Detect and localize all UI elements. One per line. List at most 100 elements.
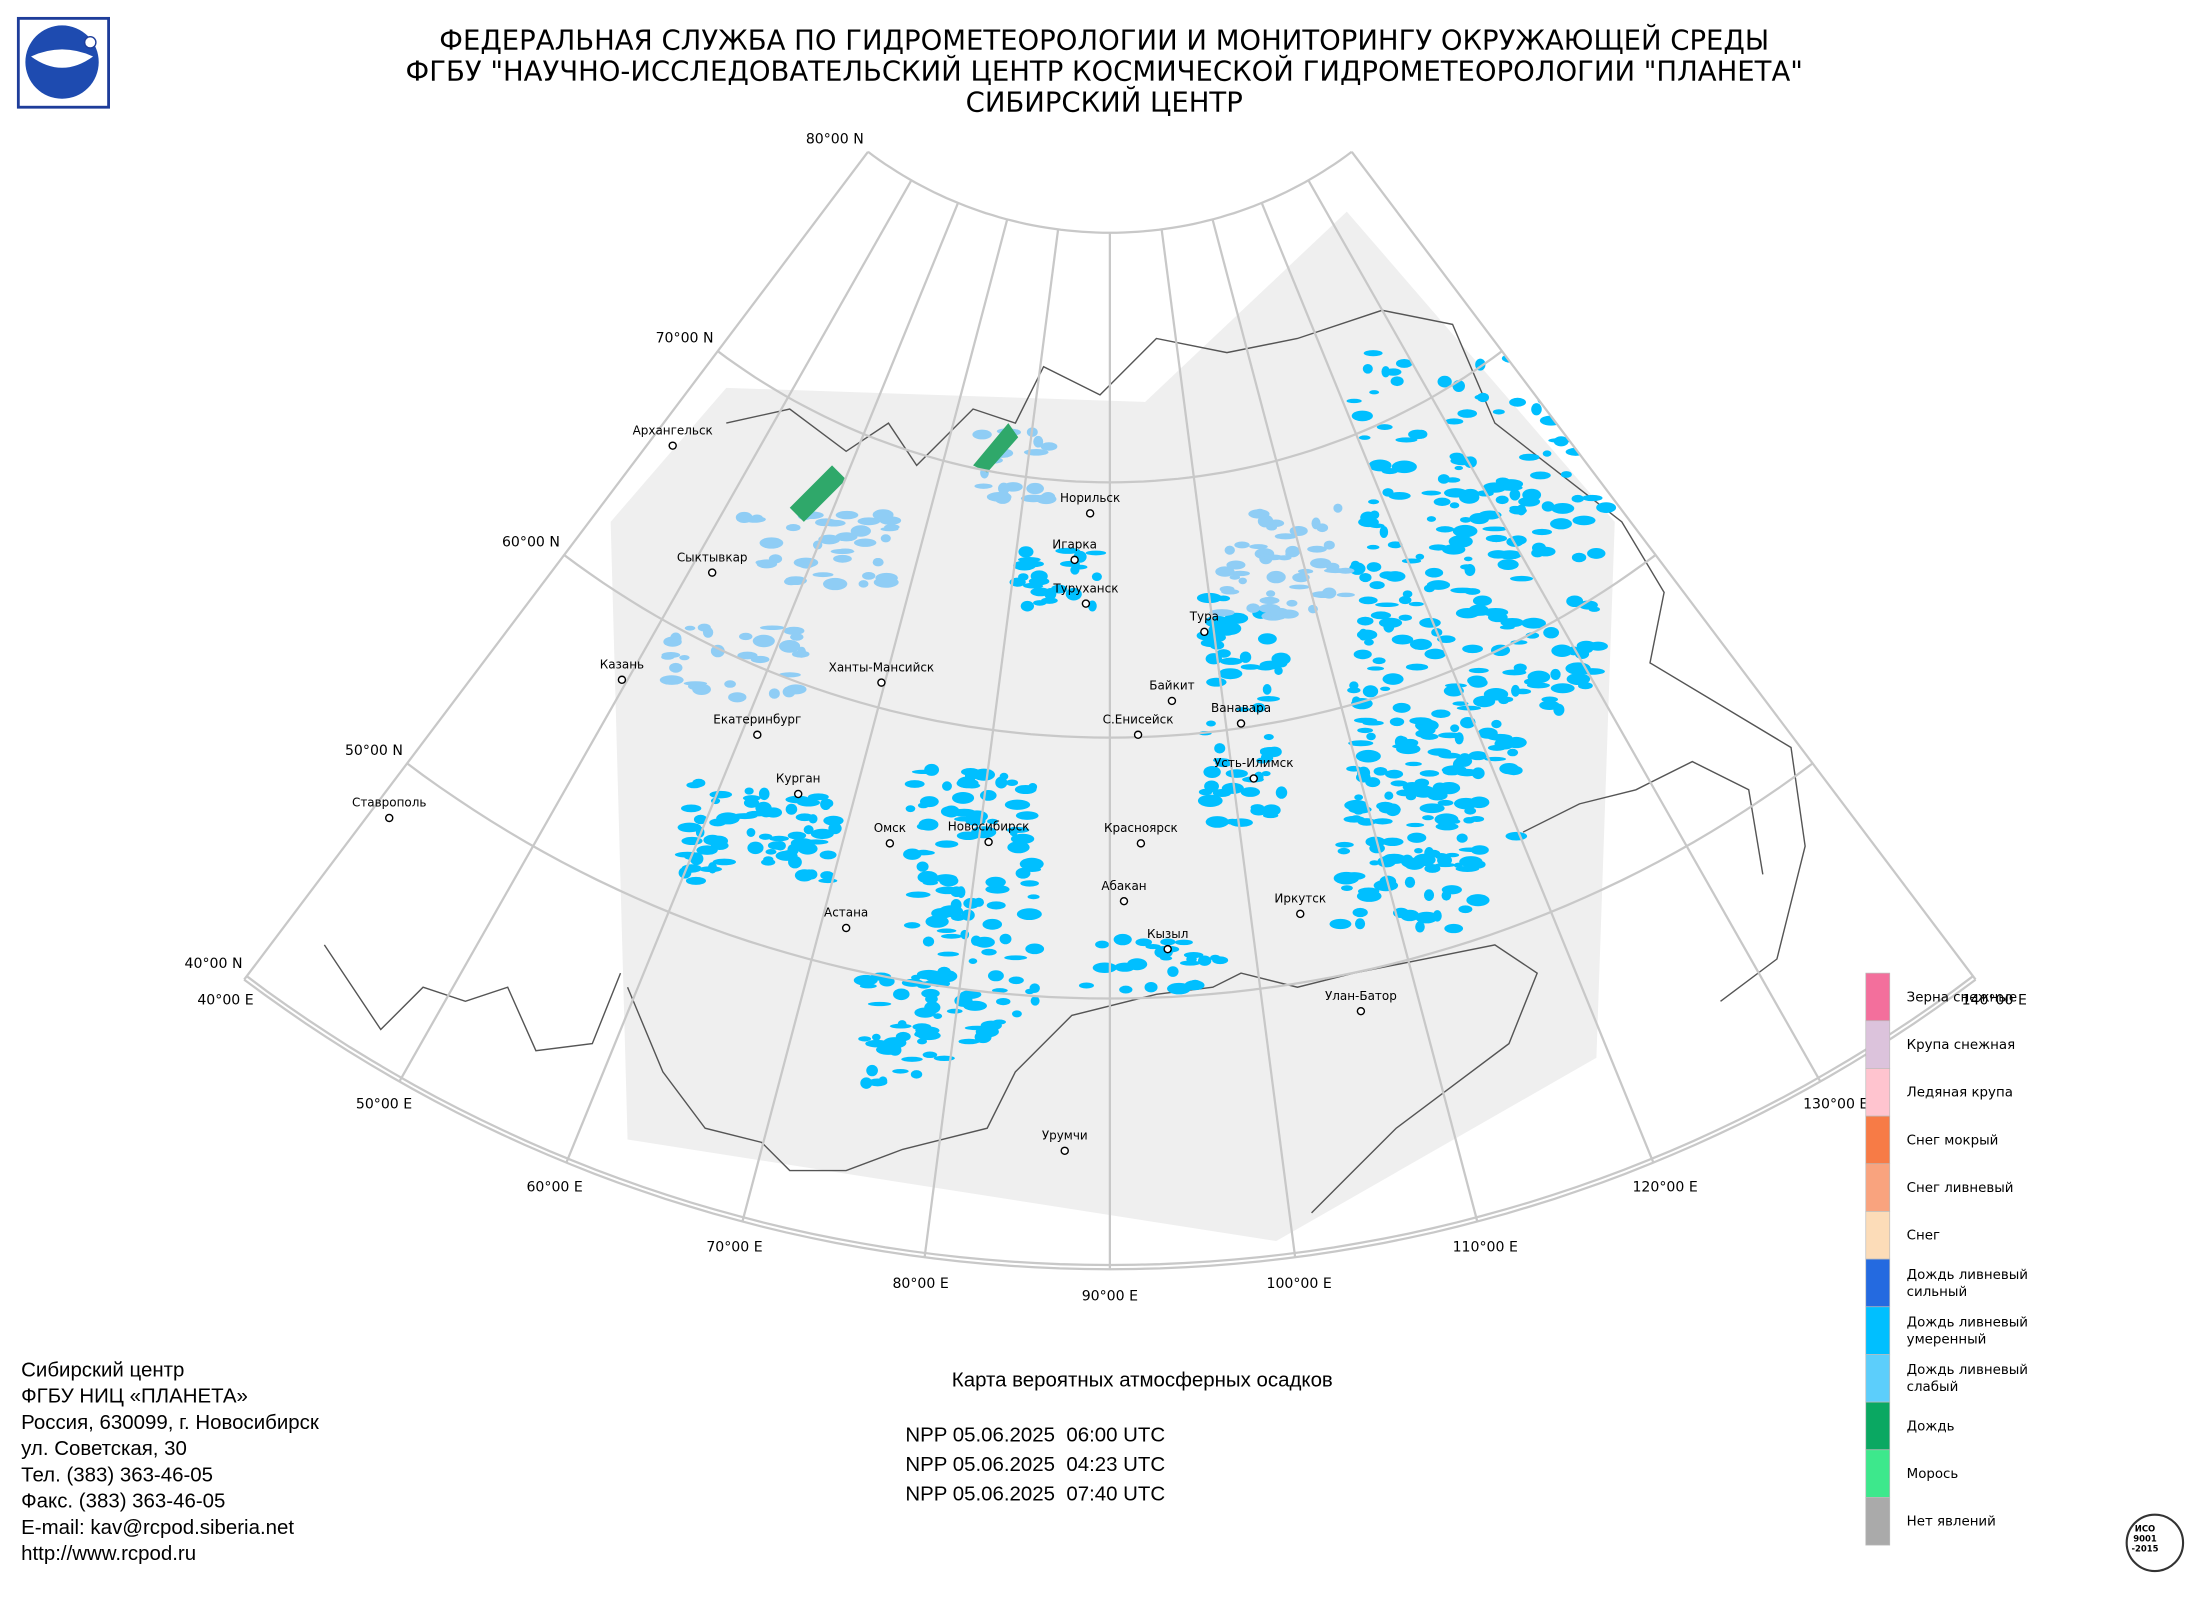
precipitation: [1087, 600, 1097, 612]
pass-line: NPP 05.06.2025 07:40 UTC: [905, 1483, 1165, 1506]
precipitation: [985, 876, 1006, 888]
city-label: Усть-Илимск: [1214, 756, 1293, 770]
precipitation: [1368, 499, 1380, 505]
precipitation: [1417, 724, 1427, 731]
contact-line: ул. Советская, 30: [21, 1437, 187, 1460]
city-marker: [1119, 896, 1129, 906]
precipitation: [1495, 495, 1509, 505]
header-line: ФГБУ "НАУЧНО-ИССЛЕДОВАТЕЛЬСКИЙ ЦЕНТР КОС…: [406, 53, 1803, 87]
precipitation: [1263, 554, 1284, 561]
precipitation: [1419, 803, 1445, 814]
precipitation: [1234, 541, 1250, 549]
precipitation: [858, 1036, 872, 1042]
map-title: Карта вероятных атмосферных осадков: [952, 1368, 1333, 1391]
precipitation: [1509, 505, 1521, 511]
precipitation: [1167, 966, 1179, 977]
precipitation: [1240, 664, 1261, 670]
stamp: [2125, 1513, 2185, 1573]
precipitation: [1548, 438, 1573, 443]
precipitation: [1382, 673, 1404, 685]
precipitation: [1531, 528, 1553, 536]
precipitation: [1218, 668, 1243, 680]
precipitation: [1349, 681, 1359, 690]
precipitation: [1563, 365, 1586, 373]
precipitation: [1197, 955, 1212, 966]
precipitation: [999, 772, 1009, 780]
parallel: [867, 150, 1353, 234]
longitude-label: 50°00 E: [356, 1097, 412, 1113]
coastline: [626, 944, 1539, 1214]
precipitation: [1209, 640, 1225, 650]
legend-swatch: [1865, 1354, 1891, 1403]
precipitation: [1435, 526, 1455, 533]
precipitation: [1541, 696, 1559, 703]
city-marker: [385, 813, 394, 823]
city-marker: [1136, 839, 1146, 848]
legend-swatch: [1865, 1497, 1891, 1546]
precipitation: [866, 1064, 878, 1077]
precipitation: [994, 491, 1012, 504]
precipitation: [897, 1020, 907, 1029]
precipitation: [1566, 673, 1591, 686]
precipitation: [783, 626, 805, 635]
precipitation: [681, 804, 702, 813]
precipitation: [1424, 847, 1435, 860]
meridian: [1307, 179, 1822, 1083]
precipitation: [1396, 743, 1421, 755]
precipitation: [963, 782, 981, 789]
precipitation: [1450, 724, 1460, 733]
precipitation: [1274, 533, 1297, 540]
precipitation: [835, 532, 858, 542]
precipitation: [1362, 364, 1373, 374]
precipitation: [1351, 410, 1373, 422]
precipitation: [1008, 976, 1024, 985]
precipitation: [1215, 566, 1235, 577]
precipitation: [1373, 879, 1399, 892]
longitude-label: 80°00 E: [892, 1276, 948, 1292]
precipitation: [1456, 833, 1468, 843]
legend-label: сильный: [1907, 1285, 1967, 1300]
precipitation: [1391, 634, 1414, 645]
precipitation: [985, 885, 1010, 894]
precipitation: [1438, 781, 1461, 795]
precipitation: [1572, 515, 1596, 526]
precipitation: [1022, 560, 1044, 568]
precipitation: [1358, 628, 1369, 641]
precipitation: [677, 822, 702, 833]
city-label: Новосибирск: [948, 820, 1030, 834]
precipitation: [1458, 905, 1473, 914]
legend-label: Дождь ливневый: [1907, 1268, 2028, 1283]
precipitation: [1423, 889, 1435, 901]
stamp-text: 9001: [2133, 1533, 2157, 1543]
city-marker: [877, 678, 886, 687]
precipitation: [744, 787, 754, 795]
coastline: [1522, 760, 1764, 875]
city-marker: [668, 441, 677, 450]
precipitation: [764, 807, 783, 818]
precipitation: [916, 861, 929, 872]
legend-swatch: [1865, 1258, 1891, 1308]
precipitation: [819, 850, 837, 860]
precipitation: [1362, 685, 1379, 698]
precipitation: [1492, 409, 1505, 415]
precipitation: [1270, 615, 1285, 620]
precipitation: [1369, 860, 1380, 866]
precipitation: [1248, 509, 1270, 519]
precipitation: [1539, 700, 1560, 710]
precipitation: [1426, 516, 1437, 522]
precipitation: [751, 514, 763, 522]
contact-line: http://www.rcpod.ru: [21, 1542, 196, 1565]
precipitation: [1016, 908, 1042, 921]
city-label: Екатеринбург: [713, 712, 801, 726]
precipitation: [1354, 794, 1364, 801]
precipitation: [712, 858, 737, 866]
precipitation: [1449, 452, 1465, 461]
precipitation: [1261, 770, 1271, 777]
city-label: Ванавара: [1211, 701, 1271, 715]
precipitation: [1015, 811, 1039, 820]
precipitation: [936, 928, 957, 934]
precipitation: [1033, 435, 1044, 448]
precipitation: [1348, 805, 1372, 814]
precipitation: [1229, 574, 1241, 580]
precipitation: [1144, 982, 1158, 993]
